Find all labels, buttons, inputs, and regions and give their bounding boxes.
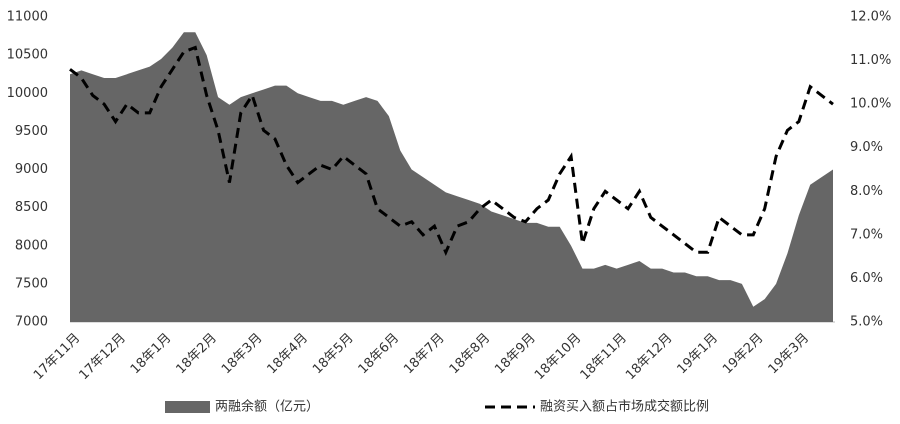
y-tick-label: 9000: [15, 162, 48, 177]
y-tick-label: 7000: [15, 315, 48, 330]
y-tick-label: 7500: [15, 276, 48, 291]
x-tick-label: 18年6月: [356, 331, 403, 378]
y-tick-label: 10000: [7, 86, 48, 101]
x-tick-label: 17年12月: [76, 331, 128, 383]
legend-label: 两融余额（亿元）: [215, 399, 319, 415]
area: [70, 32, 833, 322]
x-tick-label: 18年7月: [401, 331, 448, 378]
x-tick-label: 18年8月: [447, 331, 494, 378]
y2-tick-label: 10.0%: [850, 97, 891, 112]
x-tick-label: 18年2月: [173, 331, 220, 378]
y-tick-label: 11000: [7, 10, 48, 25]
x-tick-label: 18年3月: [219, 331, 266, 378]
y-tick-label: 9500: [15, 124, 48, 139]
y2-tick-label: 8.0%: [850, 184, 883, 199]
legend-label: 融资买入额占市场成交额比例: [540, 399, 709, 415]
x-tick-label: 18年10月: [532, 331, 584, 383]
y2-tick-label: 9.0%: [850, 140, 883, 155]
x-tick-label: 17年11月: [31, 331, 83, 383]
line: [69, 45, 834, 257]
x-tick-label: 19年2月: [720, 331, 767, 378]
legend-swatch: [165, 401, 210, 413]
x-tick-label: 18年9月: [492, 331, 539, 378]
y-tick-label: 10500: [7, 48, 48, 63]
y-tick-label: 8000: [15, 238, 48, 253]
x-tick-label: 19年3月: [766, 331, 813, 378]
x-tick-label: 18年12月: [623, 331, 675, 383]
y2-tick-label: 6.0%: [850, 271, 883, 286]
y-tick-label: 8500: [15, 200, 48, 215]
y2-tick-label: 5.0%: [850, 315, 883, 330]
x-tick-label: 18年5月: [310, 331, 357, 378]
y2-tick-label: 12.0%: [850, 10, 891, 25]
x-tick-label: 19年1月: [674, 331, 721, 378]
x-tick-label: 18年1月: [128, 331, 175, 378]
x-tick-label: 18年11月: [578, 331, 630, 383]
y2-tick-label: 7.0%: [850, 227, 883, 242]
y2-tick-label: 11.0%: [850, 53, 891, 68]
x-tick-label: 18年4月: [265, 331, 312, 378]
